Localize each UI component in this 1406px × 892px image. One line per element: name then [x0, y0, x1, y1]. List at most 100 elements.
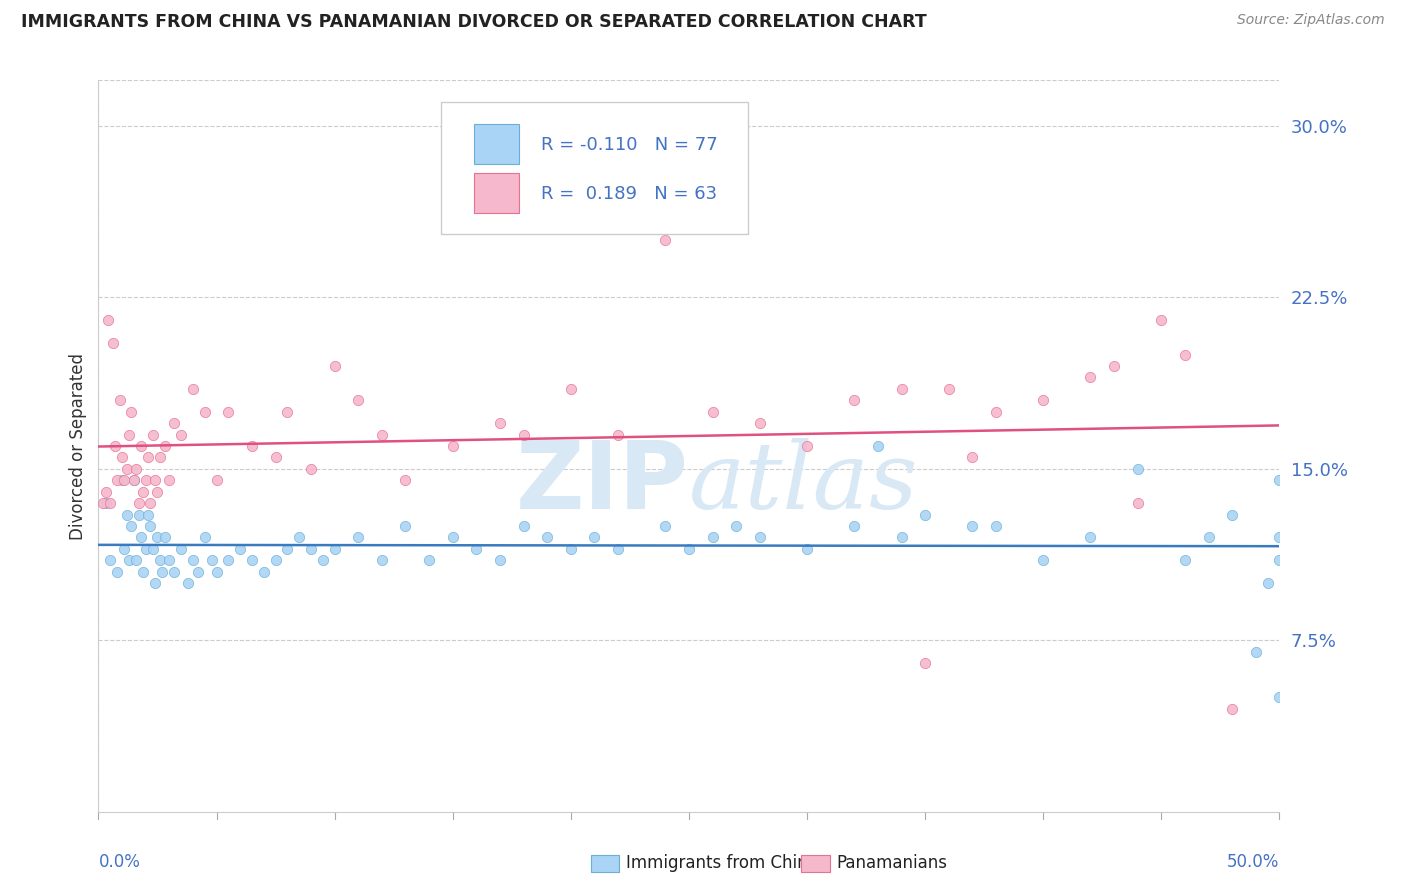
Point: [1126, 496, 1149, 510]
Point: [177, 576, 200, 591]
Point: [796, 541, 818, 556]
Text: 0.0%: 0.0%: [98, 853, 141, 871]
Point: [122, 473, 145, 487]
Point: [938, 382, 960, 396]
Point: [98, 496, 121, 510]
Point: [299, 462, 322, 476]
Point: [91, 496, 114, 510]
Point: [157, 473, 180, 487]
Point: [312, 553, 335, 567]
Point: [1102, 359, 1125, 373]
Point: [111, 473, 134, 487]
Point: [654, 233, 676, 247]
Point: [1198, 530, 1220, 544]
Point: [844, 393, 866, 408]
Point: [264, 450, 287, 465]
Point: [890, 382, 912, 396]
Point: [118, 553, 141, 567]
Point: [121, 405, 143, 419]
Point: [1268, 530, 1291, 544]
Point: [112, 473, 135, 487]
Point: [128, 508, 150, 522]
Point: [170, 427, 193, 442]
Point: [654, 519, 676, 533]
Point: [105, 565, 128, 579]
Point: [1268, 553, 1291, 567]
FancyBboxPatch shape: [474, 124, 519, 164]
Point: [108, 393, 131, 408]
Point: [240, 439, 263, 453]
Point: [347, 393, 370, 408]
Text: R = -0.110   N = 77: R = -0.110 N = 77: [541, 136, 718, 153]
Point: [866, 439, 889, 453]
Point: [181, 553, 204, 567]
Point: [465, 541, 488, 556]
Point: [94, 496, 117, 510]
Point: [94, 484, 117, 499]
Point: [194, 530, 217, 544]
Point: [170, 541, 193, 556]
Point: [194, 405, 217, 419]
Point: [748, 530, 770, 544]
Point: [240, 553, 263, 567]
Point: [149, 450, 172, 465]
Point: [1244, 645, 1267, 659]
Point: [962, 519, 984, 533]
Point: [105, 473, 128, 487]
Point: [142, 541, 165, 556]
Point: [1268, 690, 1291, 705]
Point: [125, 462, 148, 476]
Text: ZIP: ZIP: [516, 436, 689, 529]
Point: [489, 553, 512, 567]
Text: Panamanians: Panamanians: [837, 855, 948, 872]
Point: [394, 519, 416, 533]
Text: Immigrants from China: Immigrants from China: [626, 855, 817, 872]
Text: Source: ZipAtlas.com: Source: ZipAtlas.com: [1237, 13, 1385, 28]
Point: [111, 450, 134, 465]
Point: [1220, 702, 1243, 716]
Point: [1220, 508, 1243, 522]
Point: [98, 553, 121, 567]
Point: [97, 313, 120, 327]
FancyBboxPatch shape: [441, 103, 748, 234]
FancyBboxPatch shape: [474, 173, 519, 213]
Point: [702, 530, 724, 544]
Point: [560, 541, 582, 556]
Point: [121, 519, 143, 533]
Text: atlas: atlas: [689, 438, 918, 527]
Point: [441, 439, 464, 453]
Point: [276, 405, 298, 419]
Point: [512, 427, 534, 442]
Point: [253, 565, 276, 579]
Point: [748, 416, 770, 430]
Point: [607, 427, 630, 442]
Point: [146, 530, 169, 544]
Point: [1150, 313, 1173, 327]
Point: [512, 519, 534, 533]
Point: [229, 541, 252, 556]
Point: [139, 496, 162, 510]
Point: [347, 530, 370, 544]
Point: [139, 519, 162, 533]
Point: [128, 496, 150, 510]
Point: [112, 541, 135, 556]
Point: [136, 508, 159, 522]
Point: [1126, 462, 1149, 476]
Point: [323, 541, 346, 556]
Point: [264, 553, 287, 567]
Point: [115, 462, 138, 476]
Point: [725, 519, 748, 533]
Text: 50.0%: 50.0%: [1227, 853, 1279, 871]
Point: [607, 541, 630, 556]
Text: R =  0.189   N = 63: R = 0.189 N = 63: [541, 185, 717, 202]
Point: [129, 530, 152, 544]
Point: [143, 473, 166, 487]
Point: [122, 473, 145, 487]
Point: [288, 530, 311, 544]
Point: [132, 484, 155, 499]
Point: [157, 553, 180, 567]
Point: [276, 541, 298, 556]
Point: [1032, 393, 1054, 408]
Point: [125, 553, 148, 567]
Point: [323, 359, 346, 373]
